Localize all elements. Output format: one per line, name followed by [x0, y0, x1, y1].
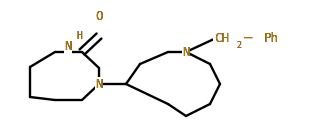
- Text: Ph: Ph: [264, 32, 279, 45]
- Text: CH: CH: [214, 32, 229, 45]
- Text: N: N: [182, 45, 190, 58]
- Text: 2: 2: [236, 42, 241, 51]
- Text: N: N: [95, 78, 103, 91]
- Text: N: N: [64, 41, 72, 54]
- Text: N: N: [182, 45, 190, 58]
- Text: H: H: [76, 31, 82, 41]
- Text: N: N: [95, 78, 103, 91]
- Text: —: —: [244, 32, 252, 46]
- Text: Ph: Ph: [264, 32, 279, 45]
- Text: O: O: [95, 11, 103, 24]
- Text: N: N: [64, 41, 72, 54]
- Text: H: H: [76, 31, 82, 41]
- Text: 2: 2: [236, 42, 241, 51]
- Text: —: —: [244, 32, 252, 46]
- Text: CH: CH: [214, 32, 229, 45]
- Text: O: O: [95, 11, 103, 24]
